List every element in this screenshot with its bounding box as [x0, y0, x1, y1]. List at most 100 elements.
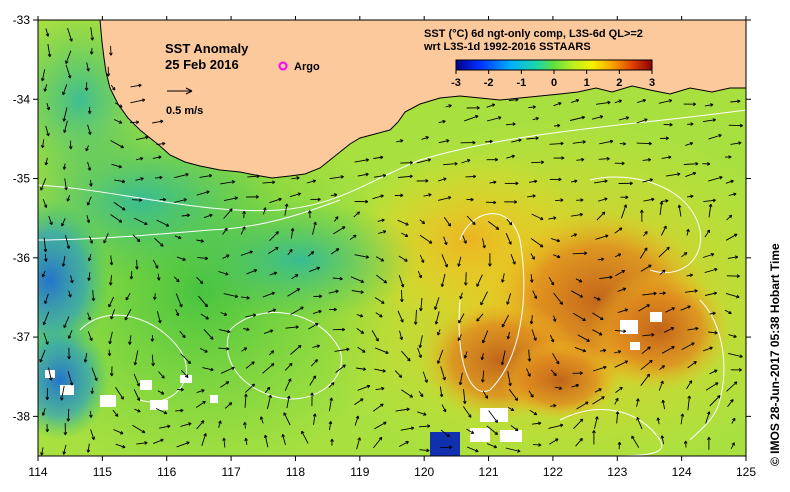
current-arrow-icon [240, 296, 250, 300]
current-arrow-icon [84, 82, 89, 91]
current-arrow-icon [687, 395, 692, 411]
current-arrow-icon [329, 175, 344, 180]
current-arrow-icon [434, 311, 440, 325]
current-arrow-icon [241, 347, 248, 352]
current-arrow-icon [640, 209, 644, 222]
current-arrow-icon [508, 388, 519, 402]
current-arrow-icon [349, 234, 357, 241]
current-arrow-icon [659, 269, 666, 275]
current-arrow-icon [373, 155, 384, 160]
current-arrow-icon [108, 296, 115, 308]
current-arrow-icon [180, 422, 192, 427]
current-arrow-icon [44, 293, 49, 305]
current-arrow-icon [378, 230, 387, 234]
current-arrow-icon [685, 171, 697, 178]
x-tick-label: 119 [350, 465, 369, 479]
current-arrow-icon [466, 446, 479, 453]
current-arrow-icon [152, 293, 157, 300]
current-arrow-icon [310, 197, 321, 202]
current-arrow-icon [87, 106, 92, 114]
current-arrow-icon [462, 388, 467, 404]
current-arrow-icon [482, 390, 489, 399]
current-arrow-icon [643, 230, 648, 237]
current-arrow-icon [703, 198, 716, 203]
current-arrow-icon [91, 367, 98, 382]
current-arrow-icon [459, 292, 463, 300]
current-arrow-icon [572, 312, 586, 322]
current-arrow-icon [488, 253, 492, 267]
current-arrow-icon [665, 172, 681, 177]
current-arrow-icon [87, 161, 92, 171]
current-arrow-icon [111, 163, 122, 169]
current-arrow-icon [263, 329, 274, 335]
current-arrow-icon [85, 145, 89, 152]
current-arrow-icon [152, 259, 159, 269]
current-arrow-icon [65, 50, 72, 64]
current-arrow-icon [419, 448, 430, 453]
current-arrow-icon [702, 162, 711, 166]
current-arrow-icon [642, 178, 654, 183]
current-arrow-icon [661, 346, 675, 354]
current-arrow-icon [195, 400, 206, 408]
current-arrow-icon [129, 271, 134, 280]
current-arrow-icon [457, 334, 462, 341]
sst-field [38, 20, 746, 456]
current-arrow-icon [594, 388, 602, 393]
current-arrow-icon [328, 421, 333, 431]
current-arrow-icon [397, 219, 409, 226]
current-arrow-icon [83, 352, 88, 363]
current-arrow-icon [443, 236, 448, 246]
current-arrow-icon [328, 397, 334, 412]
current-arrow-icon [67, 347, 71, 360]
scale-label: 0.5 m/s [166, 105, 203, 117]
current-arrow-icon [731, 417, 736, 424]
current-arrow-icon [312, 344, 321, 349]
current-arrow-icon [457, 256, 462, 267]
y-tick-label: -35 [13, 172, 31, 186]
current-arrow-icon [617, 287, 627, 292]
current-arrow-icon [262, 363, 275, 374]
current-arrow-icon [335, 364, 346, 373]
current-arrow-icon [103, 233, 109, 244]
current-arrow-icon [350, 276, 365, 283]
current-arrow-icon [174, 235, 182, 240]
ssh-contours [38, 109, 746, 456]
current-arrow-icon [599, 139, 614, 145]
current-arrow-icon [152, 155, 162, 160]
current-arrow-icon [136, 135, 149, 141]
current-arrow-icon [552, 315, 557, 322]
current-arrow-icon [485, 200, 497, 205]
current-arrow-icon [507, 371, 512, 387]
current-arrow-icon [125, 292, 131, 301]
current-arrow-icon [115, 443, 126, 449]
current-arrow-icon [687, 361, 697, 369]
current-arrow-icon [175, 293, 183, 308]
current-arrow-icon [422, 371, 428, 383]
current-arrow-icon [285, 325, 299, 329]
current-arrow-icon [548, 276, 555, 286]
current-arrow-icon [441, 404, 447, 413]
argo-label: Argo [294, 61, 320, 73]
current-arrow-icon [592, 396, 605, 405]
current-arrow-icon [615, 253, 622, 258]
current-arrow-icon [264, 386, 271, 394]
current-arrow-icon [312, 413, 317, 425]
current-arrow-icon [89, 179, 93, 187]
current-arrow-icon [65, 235, 71, 249]
current-arrow-icon [593, 296, 601, 301]
current-arrow-icon [527, 194, 536, 198]
current-arrow-icon [196, 276, 204, 285]
colorbar: -3 -2 -1 0 1 2 3 [451, 59, 655, 89]
current-arrow-icon [136, 441, 148, 445]
current-arrow-icon [46, 102, 51, 111]
current-arrow-icon [133, 373, 140, 387]
current-arrow-icon [240, 226, 246, 235]
current-arrow-icon [592, 365, 607, 372]
current-arrow-icon [419, 219, 426, 225]
current-arrow-icon [220, 366, 235, 374]
y-tick-label: -36 [13, 251, 31, 265]
current-arrow-icon [437, 329, 441, 336]
current-arrow-icon [549, 438, 559, 445]
current-arrow-icon [114, 102, 123, 108]
current-arrow-icon [614, 161, 625, 166]
